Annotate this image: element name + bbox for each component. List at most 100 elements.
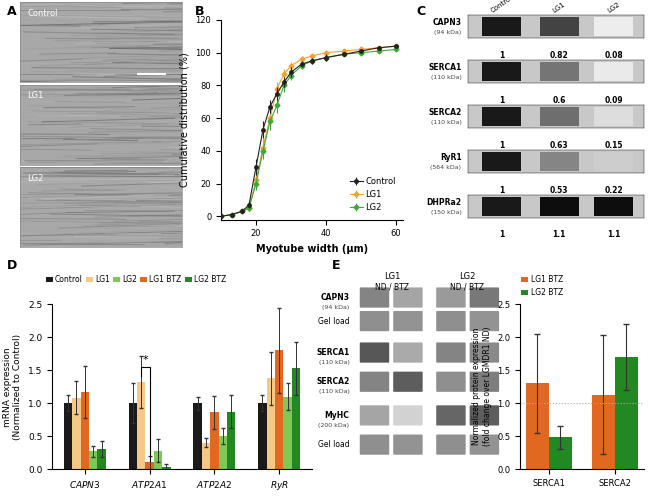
Text: 0.15: 0.15 [604,141,623,150]
X-axis label: Myotube width (μm): Myotube width (μm) [256,244,368,254]
Bar [540,62,578,81]
Bar [202,443,210,469]
Text: DHPRa2: DHPRa2 [426,198,462,207]
Text: 1: 1 [499,186,504,195]
Text: LG2: LG2 [606,1,621,14]
Bar [193,403,202,469]
Bar [594,152,633,171]
FancyBboxPatch shape [470,405,499,426]
Text: C: C [416,5,425,18]
Text: E: E [332,259,340,272]
Y-axis label: Normalized protein expression
(fold change over LGMDR1 ND): Normalized protein expression (fold chan… [472,327,491,447]
Text: 0.6: 0.6 [552,96,566,105]
Bar [540,152,578,171]
FancyBboxPatch shape [436,405,465,426]
Bar [482,152,521,171]
Text: A: A [6,5,16,18]
Text: 1: 1 [499,141,504,150]
Bar [137,382,146,469]
Bar [594,62,633,81]
FancyBboxPatch shape [436,287,465,307]
Text: Gel load: Gel load [318,316,350,326]
Text: (110 kDa): (110 kDa) [430,75,461,80]
FancyBboxPatch shape [393,342,422,363]
FancyBboxPatch shape [359,435,389,455]
FancyBboxPatch shape [436,342,465,363]
Bar [210,412,218,469]
Bar [64,403,72,469]
Bar [482,62,521,81]
Bar [549,438,572,469]
Bar [81,392,89,469]
Text: 0.09: 0.09 [604,96,623,105]
FancyBboxPatch shape [359,287,389,307]
Bar [72,398,81,469]
FancyBboxPatch shape [436,372,465,392]
Text: (200 kDa): (200 kDa) [318,423,350,428]
FancyBboxPatch shape [393,287,422,307]
Bar [594,197,633,216]
FancyBboxPatch shape [470,287,499,307]
Text: B: B [195,5,205,18]
Text: ND / BTZ: ND / BTZ [376,283,410,292]
Text: RyR1: RyR1 [440,153,461,162]
Text: (150 kDa): (150 kDa) [430,210,461,215]
Bar [292,368,300,469]
Text: (94 kDa): (94 kDa) [434,30,462,35]
Text: SERCA1: SERCA1 [428,63,462,72]
Text: (94 kDa): (94 kDa) [322,305,350,310]
Bar [482,17,521,36]
Text: 0.63: 0.63 [550,141,569,150]
FancyBboxPatch shape [470,311,499,331]
Text: Gel load: Gel load [318,440,350,449]
Bar [227,412,235,469]
Text: MyHC: MyHC [324,411,350,420]
FancyBboxPatch shape [470,372,499,392]
FancyBboxPatch shape [470,342,499,363]
Text: SERCA2: SERCA2 [316,377,350,386]
Text: *: * [142,355,148,365]
Bar [592,395,615,469]
Bar [540,197,578,216]
Text: 0.22: 0.22 [604,186,623,195]
Bar [526,383,549,469]
Bar [540,17,578,36]
Bar [218,436,227,469]
Bar [275,350,283,469]
Bar [615,357,638,469]
Legend: LG1 BTZ, LG2 BTZ: LG1 BTZ, LG2 BTZ [517,272,566,300]
Text: LG1: LG1 [27,91,44,100]
FancyBboxPatch shape [359,372,389,392]
Text: Control: Control [27,9,58,18]
Text: (564 kDa): (564 kDa) [430,165,461,170]
Bar [98,449,106,469]
FancyBboxPatch shape [393,405,422,426]
Text: ND / BTZ: ND / BTZ [450,283,484,292]
Text: 0.82: 0.82 [550,51,569,60]
Y-axis label: Cumulative distribution (%): Cumulative distribution (%) [180,52,190,187]
Y-axis label: mRNA expression
(Normalized to Control): mRNA expression (Normalized to Control) [3,334,22,440]
Legend: Control, LG1, LG2, LG1 BTZ, LG2 BTZ: Control, LG1, LG2, LG1 BTZ, LG2 BTZ [43,272,229,287]
FancyBboxPatch shape [359,311,389,331]
Bar [129,403,137,469]
Text: CAPN3: CAPN3 [432,18,461,27]
Bar [482,197,521,216]
Legend: Control, LG1, LG2: Control, LG1, LG2 [346,173,399,216]
Bar [266,378,275,469]
Text: CAPN3: CAPN3 [320,293,350,302]
FancyBboxPatch shape [393,435,422,455]
Text: SERCA2: SERCA2 [428,108,462,117]
Text: Control: Control [489,0,514,14]
Text: LG1: LG1 [552,1,567,14]
Bar [146,463,154,469]
Text: 1: 1 [499,96,504,105]
Text: 1.1: 1.1 [552,231,566,240]
FancyBboxPatch shape [393,311,422,331]
Text: 0.08: 0.08 [604,51,623,60]
Text: 1.1: 1.1 [607,231,620,240]
FancyBboxPatch shape [359,342,389,363]
Text: (110 kDa): (110 kDa) [318,360,350,365]
Text: LG1: LG1 [384,271,400,281]
FancyBboxPatch shape [436,311,465,331]
Text: SERCA1: SERCA1 [316,348,350,357]
